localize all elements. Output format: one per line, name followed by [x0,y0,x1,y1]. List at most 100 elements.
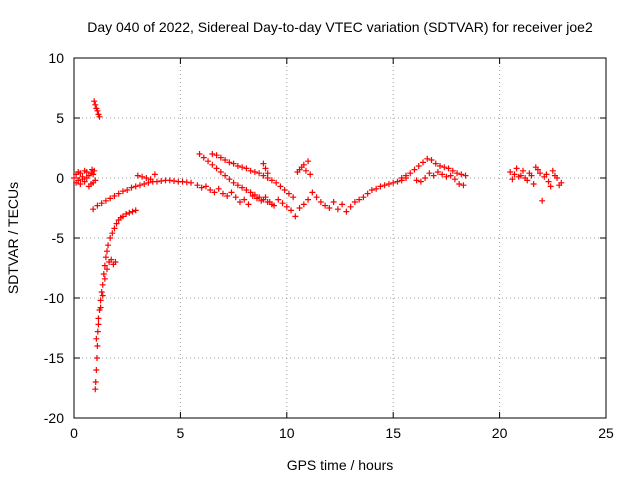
data-point [98,289,105,295]
data-point [251,169,258,175]
data-point [390,179,397,186]
data-point [113,220,120,227]
data-point [322,202,329,209]
data-point [77,181,84,187]
data-point [71,175,77,181]
data-point [88,170,95,177]
data-point [79,176,86,183]
series-deep-dip [92,207,139,393]
data-point [449,167,456,174]
data-point [234,163,241,169]
y-tick-label: -15 [44,350,64,366]
data-point [232,194,239,201]
data-point [93,335,100,342]
data-point [202,183,209,190]
data-point [432,160,439,167]
data-point [101,262,108,269]
data-point [99,281,106,288]
data-point [268,201,275,208]
data-point [92,386,99,393]
data-point [415,163,422,169]
data-point [451,176,458,183]
data-point [90,206,97,213]
data-point [458,171,465,178]
data-point [126,209,133,216]
data-point [94,202,101,209]
y-tick-label: -10 [44,290,64,306]
data-point [81,167,88,174]
data-point [507,169,514,175]
data-point [511,171,518,178]
data-point [143,175,150,181]
data-point [330,199,337,205]
data-point [307,171,314,178]
data-point [139,173,146,180]
data-point [398,175,405,181]
data-point [437,163,444,169]
data-point [417,178,424,185]
data-point [256,170,263,177]
data-point [439,171,446,178]
data-point [277,183,284,190]
y-tick-label: 0 [56,170,64,186]
data-series [71,98,565,393]
data-point [85,183,92,190]
y-tick-label: -5 [52,230,65,246]
data-point [317,199,324,205]
data-point [217,169,224,175]
data-point [273,179,280,186]
y-tick-label: 10 [48,50,64,66]
data-point [243,187,250,193]
data-point [283,203,290,210]
data-point [207,187,214,193]
data-point [296,205,303,211]
data-point [360,194,367,201]
data-point [288,207,295,214]
data-point [530,181,537,187]
data-point [215,185,222,192]
data-point [112,259,119,265]
data-point [545,178,552,185]
x-tick-label: 10 [279,425,295,441]
data-point [188,179,195,186]
data-point [134,172,141,179]
data-point [94,328,101,335]
data-point [262,165,269,172]
data-point [145,179,152,186]
data-point [302,167,309,174]
data-point [413,177,420,184]
data-point [534,166,541,173]
data-point [279,200,286,207]
data-point [462,172,469,179]
x-tick-label: 5 [177,425,185,441]
data-point [91,98,98,105]
data-point [119,188,126,195]
series-second-streak [209,151,297,201]
series-afternoon-hump [398,155,469,189]
data-point [394,178,401,185]
data-point [247,189,254,196]
data-point [456,181,463,187]
data-point [539,197,546,204]
data-point [94,343,101,349]
x-tick-label: 0 [70,425,78,441]
series-rising-arc [90,171,195,213]
data-point [517,172,524,179]
data-point [94,107,101,114]
data-point [447,172,454,179]
data-point [441,164,448,171]
data-point [107,195,114,202]
data-point [236,199,243,205]
data-point [92,379,99,385]
data-point [264,199,271,205]
series-evening-cluster [507,164,565,204]
data-point [147,176,154,183]
data-point [103,248,110,255]
data-point [103,266,110,273]
data-point [305,196,312,203]
data-point [377,183,384,190]
data-point [247,167,254,174]
data-point [107,235,114,241]
data-point [334,206,341,213]
data-point [222,172,229,179]
